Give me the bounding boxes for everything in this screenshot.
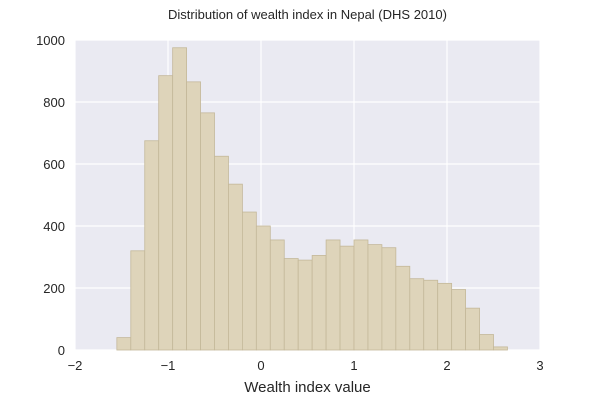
y-tick-label: 0: [58, 343, 65, 358]
histogram-bar: [465, 307, 480, 351]
histogram-bar: [493, 346, 508, 351]
histogram-bar: [367, 244, 383, 351]
histogram-bar: [339, 245, 355, 351]
histogram-bar: [214, 155, 229, 351]
histogram-bars: [116, 47, 508, 351]
x-tick-label: 2: [443, 358, 450, 373]
histogram-bar: [311, 255, 327, 351]
histogram-bar: [130, 250, 146, 351]
y-tick-label: 400: [43, 219, 65, 234]
y-tick-labels: 0 200 400 600 800 1000: [36, 33, 65, 358]
histogram-bar: [255, 225, 271, 351]
histogram-bar: [451, 289, 466, 351]
y-tick-label: 600: [43, 157, 65, 172]
histogram-bar: [283, 258, 299, 351]
histogram-bar: [353, 239, 369, 351]
x-axis-label: Wealth index value: [244, 379, 370, 396]
histogram-bar: [437, 282, 453, 351]
x-tick-label: 1: [350, 358, 357, 373]
x-tick-label: −1: [161, 358, 176, 373]
histogram-bar: [409, 278, 425, 351]
y-tick-label: 200: [43, 281, 65, 296]
y-tick-label: 1000: [36, 33, 65, 48]
histogram-bar: [479, 334, 494, 351]
x-tick-label: −2: [68, 358, 83, 373]
histogram-bar: [144, 140, 160, 351]
histogram-bar: [186, 81, 201, 351]
x-tick-label: 3: [536, 358, 543, 373]
y-tick-label: 800: [43, 95, 65, 110]
histogram-bar: [269, 239, 285, 351]
histogram-bar: [228, 183, 243, 351]
histogram-bar: [241, 211, 257, 351]
histogram-bar: [325, 239, 341, 351]
histogram-bar: [297, 259, 313, 351]
chart-title: Distribution of wealth index in Nepal (D…: [168, 7, 447, 22]
histogram-bar: [423, 279, 439, 351]
x-tick-labels: −2 −1 0 1 2 3: [68, 358, 544, 373]
histogram-bar: [395, 265, 411, 351]
histogram-bar: [200, 112, 215, 351]
histogram-bar: [172, 47, 187, 351]
histogram-bar: [116, 337, 132, 351]
histogram-bar: [158, 75, 174, 351]
x-tick-label: 0: [257, 358, 264, 373]
histogram-bar: [381, 247, 397, 351]
